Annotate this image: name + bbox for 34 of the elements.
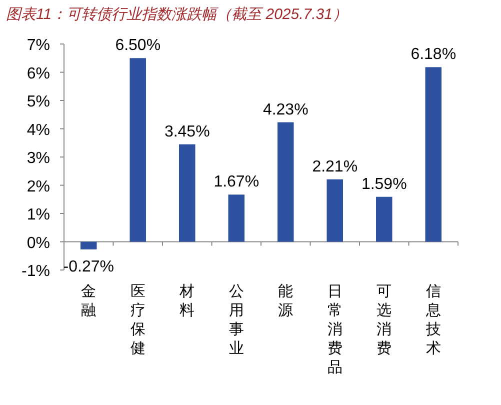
x-tick-label: 可选消费 [376, 283, 392, 357]
y-tick-label: 3% [26, 150, 50, 167]
data-label: 4.23% [262, 101, 308, 118]
x-tick-label: 能源 [278, 283, 294, 319]
x-tick-label: 金融 [81, 283, 96, 319]
bar [376, 196, 392, 242]
chart-title: 图表11：可转债行业指数涨跌幅（截至 2025.7.31） [6, 6, 348, 23]
bar [80, 242, 97, 250]
data-label: -0.27% [63, 258, 114, 276]
x-tick-label: 材料 [178, 283, 195, 319]
bar [278, 122, 294, 242]
x-tick-label: 医疗保健 [130, 283, 146, 357]
x-tick-label: 公用事业 [228, 283, 244, 357]
data-label: 1.59% [361, 176, 407, 193]
bar [425, 67, 442, 242]
y-tick-label: 7% [26, 37, 50, 54]
data-label: 6.18% [410, 46, 456, 64]
data-label: 2.21% [312, 158, 358, 176]
bar [179, 144, 196, 242]
bar [228, 194, 244, 242]
y-tick-label: 0% [26, 234, 50, 252]
data-label: 3.45% [164, 123, 210, 140]
x-tick-label: 信息技术 [424, 283, 441, 357]
y-tick-label: 1% [26, 206, 50, 224]
data-label: 1.67% [214, 174, 260, 191]
bar [130, 58, 146, 242]
y-tick-label: 6% [26, 65, 50, 82]
data-label: 6.50% [115, 37, 161, 54]
y-tick-label: -1% [22, 263, 50, 280]
x-tick-label: 日常消费品 [327, 283, 342, 376]
bar [326, 179, 343, 242]
y-tick-label: 4% [26, 122, 50, 139]
y-tick-label: 2% [26, 178, 50, 196]
y-tick-label: 5% [26, 94, 50, 110]
